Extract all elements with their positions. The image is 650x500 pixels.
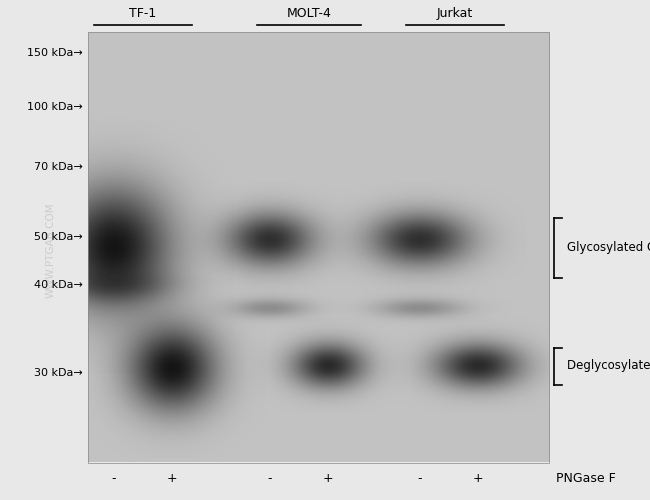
Text: 30 kDa→: 30 kDa→ [34,368,83,378]
Text: MOLT-4: MOLT-4 [286,7,332,20]
Text: PNGase F: PNGase F [556,472,616,486]
Bar [88,32,549,463]
Text: -: - [268,472,272,486]
Text: Jurkat: Jurkat [437,7,473,20]
Text: +: + [323,472,333,486]
Text: Glycosylated CD147: Glycosylated CD147 [567,241,650,254]
Text: 50 kDa→: 50 kDa→ [34,232,83,242]
Text: 150 kDa→: 150 kDa→ [27,48,83,58]
Text: 40 kDa→: 40 kDa→ [34,280,83,290]
Text: 100 kDa→: 100 kDa→ [27,102,83,113]
Text: -: - [112,472,116,486]
Text: Deglycosylated CD147: Deglycosylated CD147 [567,360,650,372]
Text: WWW.PTGAB.COM: WWW.PTGAB.COM [46,202,56,298]
Text: +: + [473,472,483,486]
Text: -: - [417,472,421,486]
Text: +: + [167,472,177,486]
Text: TF-1: TF-1 [129,7,157,20]
Text: 70 kDa→: 70 kDa→ [34,162,83,172]
